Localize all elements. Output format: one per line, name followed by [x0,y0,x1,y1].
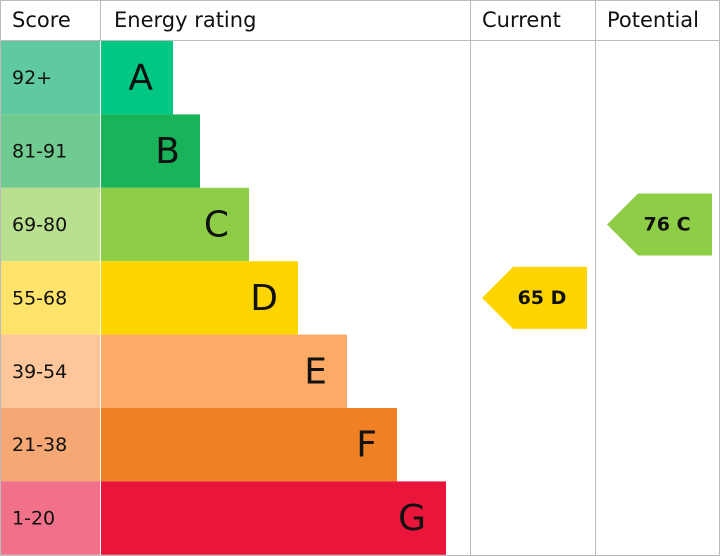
score-cell [1,481,100,555]
rating-bar [101,408,397,482]
header-current: Current [482,8,561,32]
score-range: 39-54 [12,361,67,383]
score-range: 92+ [12,67,52,89]
potential-band: C [677,213,691,235]
band-letter: C [204,205,229,246]
score-cell [1,41,100,115]
rating-bar [101,114,200,188]
score-range: 81-91 [12,141,67,163]
header-rating: Energy rating [114,8,256,32]
rating-bar [101,334,347,408]
header-score: Score [12,8,71,32]
score-range: 1-20 [12,508,55,530]
score-cell [1,114,100,188]
potential-arrow [607,193,712,256]
band-letter: E [304,351,327,392]
score-cell [1,334,100,408]
current-arrow [482,266,587,329]
current-label: 65 D [518,286,567,308]
potential-label: 76 C [643,213,690,235]
header-potential: Potential [607,8,699,32]
rating-bar [101,261,298,335]
rating-bar [101,41,173,115]
score-range: 21-38 [12,434,67,456]
score-cell [1,261,100,335]
potential-value: 76 [643,213,669,235]
band-letter: F [356,425,377,466]
score-cell [1,187,100,262]
band-letter: G [398,498,426,539]
band-letter: A [128,58,153,99]
current-band: D [551,286,567,308]
rating-bar [101,481,446,555]
band-letter: B [155,131,180,172]
score-range: 69-80 [12,214,67,236]
band-letter: D [250,278,278,319]
rating-bar [101,187,249,262]
score-cell [1,408,100,482]
score-range: 55-68 [12,287,67,309]
current-value: 65 [518,286,544,308]
